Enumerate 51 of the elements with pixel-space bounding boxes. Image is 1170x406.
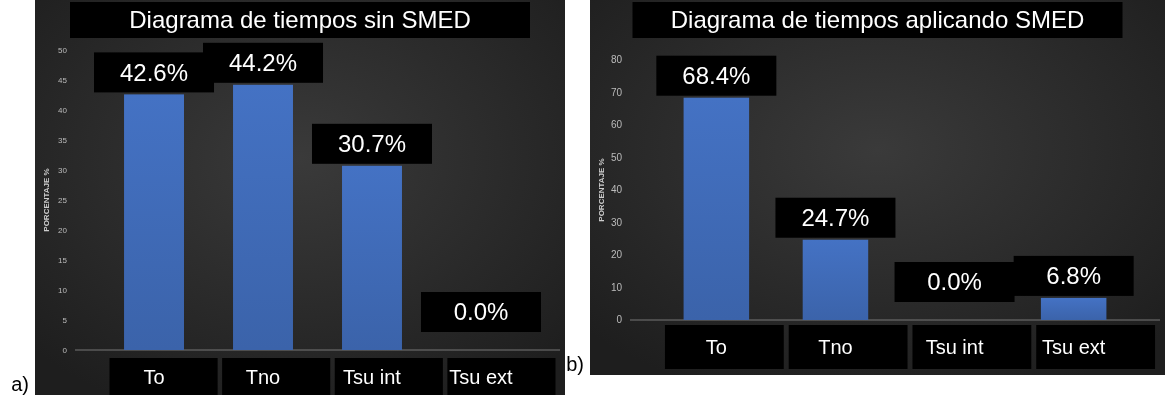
data-label: 42.6% — [119, 58, 189, 86]
category-label-box: To — [664, 325, 784, 369]
data-label: 30.7% — [337, 130, 407, 158]
data-label: 44.2% — [228, 49, 298, 77]
category-label-box: Tsu ext — [447, 358, 556, 395]
y-tick-label: 0 — [616, 314, 623, 326]
x-tick-label: To — [705, 336, 727, 358]
y-tick-label: 45 — [58, 75, 68, 85]
y-axis-title: PORCENTAJE % — [597, 158, 606, 222]
category-label-box: Tno — [222, 358, 331, 395]
y-tick-label: 5 — [62, 315, 68, 325]
x-tick-label: To — [143, 365, 165, 388]
y-tick-label: 10 — [610, 281, 623, 293]
category-label-box: Tno — [788, 325, 908, 369]
category-label-box: Tsu int — [334, 358, 443, 395]
x-tick-label: Tno — [245, 365, 281, 388]
category-label-box: Tsu ext — [1036, 325, 1156, 369]
data-label: 0.0% — [927, 268, 982, 296]
data-label: 0.0% — [453, 298, 509, 326]
y-tick-label: 25 — [58, 195, 68, 205]
chart-title: Diagrama de tiempos aplicando SMED — [670, 6, 1085, 34]
y-tick-label: 20 — [58, 225, 68, 235]
y-tick-label: 30 — [58, 165, 68, 175]
data-label: 68.4% — [682, 62, 751, 90]
y-axis-title: PORCENTAJE % — [42, 168, 51, 232]
text: b) — [566, 353, 584, 375]
data-label: 24.7% — [801, 204, 870, 232]
y-tick-label: 15 — [58, 255, 68, 265]
y-tick-label: 50 — [610, 151, 623, 163]
bar — [1040, 297, 1107, 320]
y-tick-label: 50 — [58, 45, 68, 55]
x-tick-label: Tno — [818, 336, 853, 358]
x-tick-label: Tsu int — [925, 336, 984, 358]
category-label-box: To — [109, 358, 218, 395]
y-tick-label: 70 — [610, 86, 623, 98]
x-tick-label: Tsu ext — [1041, 336, 1106, 358]
y-tick-label: 40 — [610, 184, 623, 196]
y-tick-label: 10 — [58, 285, 68, 295]
y-tick-label: 30 — [610, 216, 623, 228]
y-tick-label: 40 — [58, 105, 68, 115]
y-tick-label: 60 — [610, 119, 623, 131]
y-tick-label: 20 — [610, 249, 623, 261]
y-tick-label: 80 — [610, 54, 623, 66]
data-label: 6.8% — [1046, 262, 1101, 290]
x-tick-label: Tsu ext — [449, 365, 514, 388]
text: a) — [11, 373, 29, 395]
y-tick-label: 35 — [58, 135, 68, 145]
y-tick-label: 0 — [62, 345, 68, 355]
chart-title: Diagrama de tiempos sin SMED — [129, 6, 471, 34]
category-label-box: Tsu int — [912, 325, 1032, 369]
x-tick-label: Tsu int — [343, 365, 402, 388]
